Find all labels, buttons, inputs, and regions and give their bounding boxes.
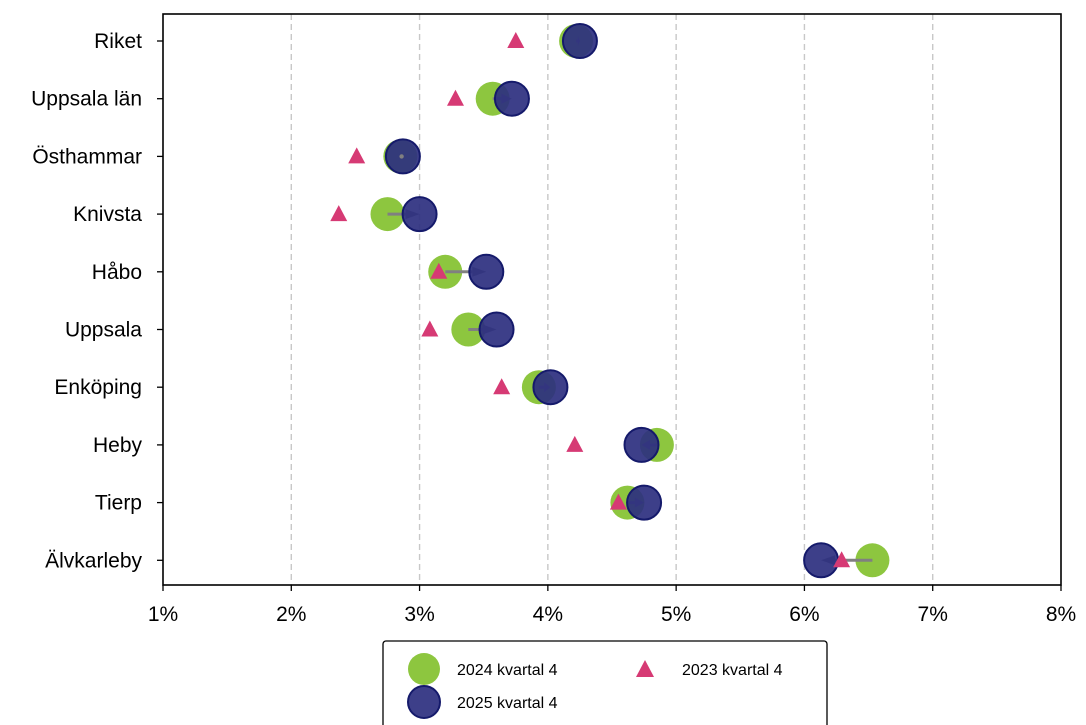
point-2023-riket [507, 32, 525, 48]
x-tick-label: 1% [148, 603, 178, 626]
category-label-tierp: Tierp [95, 492, 142, 515]
legend-label-2025: 2025 kvartal 4 [457, 695, 558, 712]
x-tick-label: 5% [661, 603, 691, 626]
category-label-alvkarleby: Älvkarleby [45, 549, 142, 572]
point-2025-uppsala [478, 311, 515, 348]
point-2023-uppsala [421, 320, 439, 337]
category-label-habo: Håbo [92, 261, 142, 284]
x-tick-label: 4% [533, 603, 563, 626]
x-tick-label: 3% [404, 603, 434, 626]
category-label-riket: Riket [94, 30, 142, 53]
point-2023-alvkarleby [833, 551, 851, 568]
point-2025-enkoping [532, 369, 569, 406]
point-2023-enkoping [493, 378, 511, 395]
legend: 2024 kvartal 4 2023 kvartal 4 2025 kvart… [382, 640, 828, 725]
point-2025-knivsta [401, 196, 438, 233]
legend-label-2024: 2024 kvartal 4 [457, 662, 558, 679]
plot-frame [162, 13, 1062, 586]
x-tick-label: 6% [789, 603, 819, 626]
point-2025-heby [623, 426, 660, 463]
point-2023-uppsala-lan [446, 89, 464, 106]
point-2023-knivsta [330, 205, 348, 222]
x-tick-label: 8% [1046, 603, 1076, 626]
category-label-uppsala: Uppsala [65, 319, 142, 342]
x-axis: 1% 2% 3% 4% 5% 6% 7% 8% [148, 585, 1076, 626]
x-tick-label: 7% [918, 603, 948, 626]
category-label-osthammar: Östhammar [32, 145, 142, 168]
category-label-heby: Heby [93, 434, 143, 457]
grid-lines [290, 14, 934, 585]
data-markers [330, 23, 890, 579]
point-2025-uppsala-lan [493, 80, 530, 117]
legend-marker-2024 [408, 653, 440, 685]
category-label-uppsala-lan: Uppsala län [31, 88, 142, 111]
plot-background [163, 14, 1061, 585]
point-2025-tierp [626, 484, 663, 521]
legend-label-2023: 2023 kvartal 4 [682, 662, 783, 679]
point-2023-tierp [609, 493, 627, 510]
point-2023-osthammar [348, 147, 366, 164]
point-2025-alvkarleby [803, 542, 840, 579]
point-2023-heby [566, 435, 584, 452]
point-2023-habo [430, 262, 448, 279]
legend-marker-2025 [407, 685, 441, 719]
category-label-knivsta: Knivsta [73, 203, 142, 226]
point-2025-riket [561, 23, 598, 59]
y-axis: Riket Uppsala län Östhammar Knivsta Håbo Upps… [31, 30, 163, 572]
x-tick-label: 2% [276, 603, 306, 626]
arrow-dot-osthammar [399, 154, 404, 159]
legend-frame [382, 640, 828, 725]
point-2025-habo [468, 253, 505, 290]
legend-marker-2023 [636, 660, 654, 677]
category-label-enkoping: Enköping [54, 376, 142, 399]
